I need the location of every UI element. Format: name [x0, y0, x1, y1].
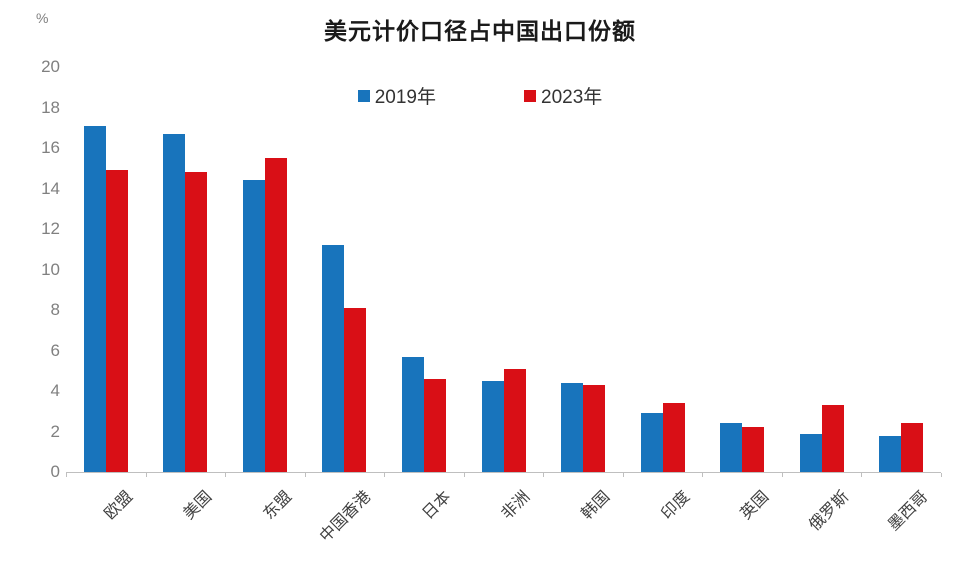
y-tick-label: 4	[50, 381, 60, 400]
bar-2023年-俄罗斯	[821, 405, 844, 472]
x-axis-tick	[781, 473, 783, 477]
y-tick-label: 10	[41, 259, 60, 279]
x-tick-label: 墨西哥	[885, 488, 932, 535]
bar-2023年-非洲	[503, 368, 526, 472]
y-tick-label: 16	[41, 138, 60, 157]
x-axis-tick	[384, 473, 386, 477]
bar-2019年-俄罗斯	[799, 433, 822, 472]
x-axis-tick	[225, 473, 227, 477]
bar-2023年-美国	[185, 172, 208, 472]
x-axis-tick	[145, 473, 147, 477]
x-axis-line	[66, 472, 941, 473]
bar-2023年-墨西哥	[901, 423, 924, 472]
bar-2023年-印度	[662, 403, 685, 472]
x-axis-tick	[543, 473, 545, 477]
bar-2023年-英国	[742, 427, 765, 472]
bar-2019年-英国	[720, 423, 743, 472]
y-axis-unit-label: %	[36, 10, 49, 26]
x-axis-tick	[941, 473, 942, 477]
x-axis-tick	[622, 473, 624, 477]
bar-2019年-中国香港	[322, 245, 345, 472]
bar-2019年-东盟	[242, 180, 265, 472]
y-tick-label: 18	[41, 97, 60, 117]
bar-2023年-韩国	[583, 384, 606, 472]
bar-2019年-非洲	[481, 380, 504, 472]
y-tick-label: 6	[50, 340, 60, 360]
bar-2023年-东盟	[264, 158, 287, 472]
x-tick-label: 东盟	[260, 488, 296, 523]
bar-2023年-中国香港	[344, 307, 367, 472]
x-tick-label: 非洲	[499, 488, 534, 523]
x-axis-tick	[66, 473, 67, 477]
x-tick-label: 俄罗斯	[805, 488, 852, 535]
x-axis-tick	[463, 473, 465, 477]
x-tick-label: 美国	[180, 488, 216, 523]
x-tick-label: 印度	[658, 488, 693, 523]
y-tick-label: 14	[41, 178, 60, 198]
bar-2023年-日本	[423, 378, 446, 472]
y-tick-label: 8	[50, 300, 60, 319]
bar-2019年-日本	[401, 356, 424, 472]
chart-title: 美元计价口径占中国出口份额	[324, 19, 636, 44]
y-tick-label: 12	[41, 219, 60, 238]
legend: 2019年 2023年	[0, 82, 960, 109]
bar-2019年-墨西哥	[879, 435, 902, 472]
x-tick-label: 韩国	[578, 488, 614, 523]
y-tick-label: 20	[41, 57, 60, 76]
legend-swatch-2019	[357, 89, 370, 102]
bar-2023年-欧盟	[105, 170, 128, 472]
x-tick-label: 日本	[419, 488, 455, 523]
bar-2019年-美国	[163, 133, 186, 472]
x-tick-label: 中国香港	[317, 488, 375, 546]
legend-label-2023: 2023年	[541, 87, 603, 108]
x-tick-label: 欧盟	[101, 488, 137, 523]
legend-item-2023: 2023年	[524, 82, 602, 109]
y-tick-label: 2	[50, 421, 60, 441]
bar-2019年-欧盟	[83, 125, 106, 472]
y-tick-label: 0	[50, 462, 60, 481]
x-axis-tick	[304, 473, 306, 477]
legend-swatch-2023	[524, 89, 536, 102]
legend-item-2019: 2019年	[357, 82, 436, 109]
x-tick-label: 英国	[737, 488, 773, 523]
legend-label-2019: 2019年	[374, 87, 436, 108]
bar-2019年-韩国	[561, 382, 584, 472]
bar-2019年-印度	[640, 413, 663, 472]
x-axis-tick	[702, 473, 704, 477]
x-axis-tick	[861, 473, 863, 477]
